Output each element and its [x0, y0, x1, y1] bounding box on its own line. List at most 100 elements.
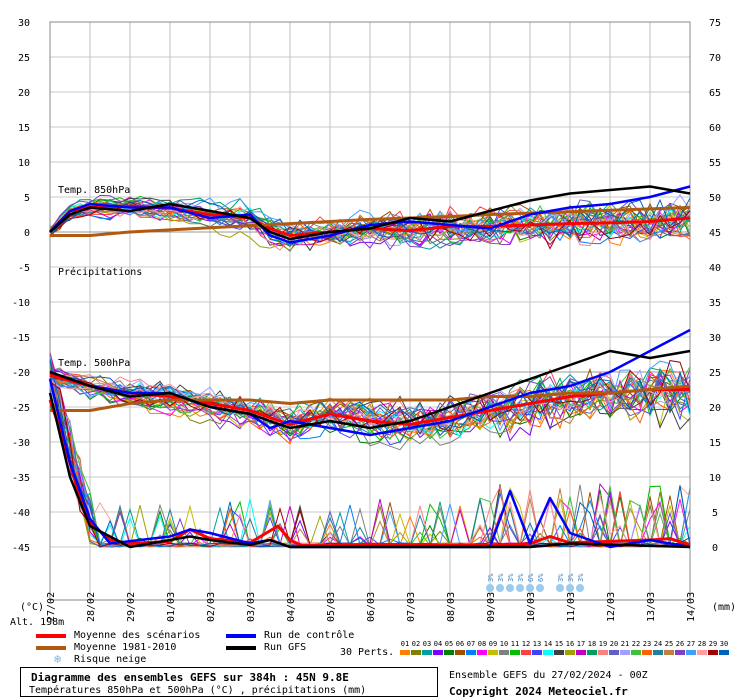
- perturbation-number: 01: [401, 640, 409, 648]
- right-tick-label: 0: [712, 543, 718, 554]
- snow-risk-marker: [556, 584, 564, 592]
- left-tick-label: 0: [24, 228, 30, 239]
- snow-risk-marker: [516, 584, 524, 592]
- footer-title-box: Diagramme des ensembles GEFS sur 384h : …: [20, 667, 438, 697]
- right-tick-label: 45: [709, 228, 721, 239]
- right-tick-label: 65: [709, 88, 721, 99]
- right-tick-label: 70: [709, 53, 721, 64]
- x-date-label: 05/03: [326, 592, 337, 622]
- perturbation-swatch: [521, 650, 531, 655]
- snow-percent-label: 3%: [577, 573, 585, 582]
- snow-percent-label: 3%: [487, 573, 495, 582]
- snow-risk-marker: [506, 584, 514, 592]
- perturbation-swatch: [719, 650, 729, 655]
- perturbation-number: 29: [709, 640, 717, 648]
- perturbation-number: 02: [412, 640, 420, 648]
- legend-control-label: Run de contrôle: [264, 630, 355, 641]
- perturbation-swatch: [543, 650, 553, 655]
- right-tick-label: 30: [709, 333, 721, 344]
- legend-snow-label: Risque neige: [74, 654, 147, 665]
- perturbation-number: 04: [434, 640, 442, 648]
- perturbation-t850-line: [49, 197, 691, 242]
- left-tick-label: 20: [18, 88, 30, 99]
- snow-percent-label: 3%: [557, 573, 565, 582]
- left-tick-label: -5: [18, 263, 30, 274]
- perturbation-t500-line: [49, 370, 691, 433]
- right-tick-label: 55: [709, 158, 721, 169]
- series-t850-line: [50, 206, 691, 237]
- perturbation-number: 12: [522, 640, 530, 648]
- right-tick-label: 35: [709, 298, 721, 309]
- perturbation-swatch: [675, 650, 685, 655]
- series-t500-line: [49, 374, 690, 426]
- left-tick-label: 10: [18, 158, 30, 169]
- perturbation-swatch: [653, 650, 663, 655]
- x-date-label: 01/03: [166, 592, 177, 622]
- legend-swatch-climate: [36, 646, 66, 650]
- snow-risk-marker: [496, 584, 504, 592]
- left-tick-label: -10: [12, 298, 30, 309]
- x-date-label: 02/03: [206, 592, 217, 622]
- legend-climate-label: Moyenne 1981-2010: [74, 642, 177, 653]
- right-tick-label: 75: [709, 18, 721, 29]
- perturbation-swatch: [620, 650, 630, 655]
- annotation-precip: Précipitations: [58, 266, 142, 278]
- perturbation-number: 19: [599, 640, 607, 648]
- perturbations-label: 30 Perts.: [340, 647, 395, 658]
- perturbation-swatch: [433, 650, 443, 655]
- left-tick-label: 15: [18, 123, 30, 134]
- x-date-label: 03/03: [246, 592, 257, 622]
- right-tick-label: 50: [709, 193, 721, 204]
- legend-gfs-label: Run GFS: [264, 642, 307, 653]
- perturbation-number: 18: [588, 640, 596, 648]
- left-tick-label: -35: [12, 473, 30, 484]
- right-tick-label: 20: [709, 403, 721, 414]
- right-tick-label: 15: [709, 438, 721, 449]
- left-tick-label: -15: [12, 333, 30, 344]
- perturbation-swatch: [532, 650, 542, 655]
- annotation-t850: Temp. 850hPa: [58, 185, 130, 196]
- legend-swatch-control: [226, 634, 256, 638]
- perturbation-swatch: [499, 650, 509, 655]
- series-t500-line: [49, 349, 691, 430]
- annotation-t500: Temp. 500hPa: [58, 358, 130, 369]
- x-date-label: 06/03: [366, 592, 377, 622]
- perturbation-swatch: [708, 650, 718, 655]
- legend-mean-label: Moyenne des scénarios: [74, 630, 201, 641]
- x-date-label: 27/02: [46, 592, 57, 622]
- x-date-label: 29/02: [126, 592, 137, 622]
- x-date-label: 13/03: [646, 592, 657, 622]
- perturbation-number: 16: [566, 640, 574, 648]
- perturbation-number: 17: [577, 640, 585, 648]
- perturbation-swatch: [422, 650, 432, 655]
- perturbation-swatch: [664, 650, 674, 655]
- left-tick-label: 25: [18, 53, 30, 64]
- perturbation-swatch: [598, 650, 608, 655]
- perturbation-number: 09: [489, 640, 497, 648]
- chart-subtitle: Températures 850hPa et 500hPa (°C) , pré…: [29, 685, 367, 696]
- right-axis-unit: (mm): [712, 602, 736, 613]
- snow-percent-label: 6%: [537, 573, 545, 582]
- perturbation-number: 08: [478, 640, 486, 648]
- perturbation-swatch: [411, 650, 421, 655]
- perturbation-number: 24: [654, 640, 662, 648]
- left-tick-label: -40: [12, 508, 30, 519]
- snow-percent-label: 3%: [567, 573, 575, 582]
- perturbation-swatch: [466, 650, 476, 655]
- perturbation-number: 27: [687, 640, 695, 648]
- snow-risk-marker: [536, 584, 544, 592]
- perturbation-number: 21: [621, 640, 629, 648]
- perturbation-swatch: [510, 650, 520, 655]
- perturbation-number: 06: [456, 640, 464, 648]
- altitude-label: Alt. 198m: [10, 617, 65, 628]
- snow-risk-marker: [486, 584, 494, 592]
- left-tick-label: 30: [18, 18, 30, 29]
- perturbation-number: 03: [423, 640, 431, 648]
- perturbation-number: 10: [500, 640, 508, 648]
- x-date-label: 28/02: [86, 592, 97, 622]
- perturbation-t500-line: [49, 375, 691, 435]
- x-date-label: 09/03: [486, 592, 497, 622]
- right-tick-label: 10: [709, 473, 721, 484]
- perturbation-number: 05: [445, 640, 453, 648]
